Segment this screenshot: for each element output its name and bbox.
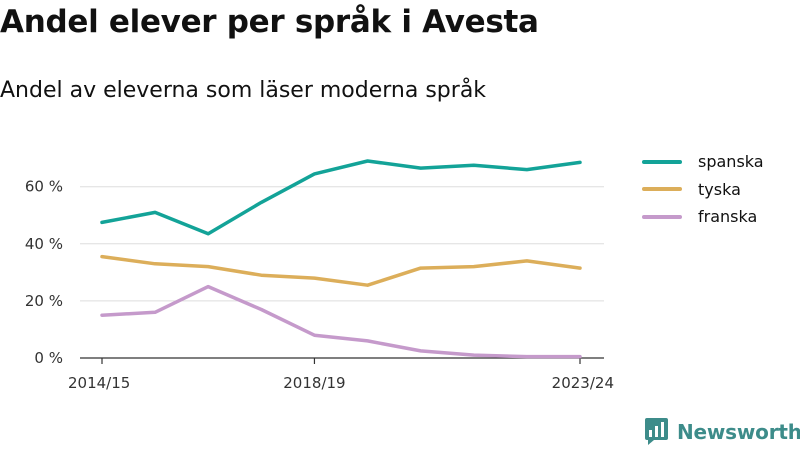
series-line-franska: [100, 284, 582, 359]
bar-chart-icon: [645, 418, 668, 445]
x-tick-label-2023/24: 2023/24: [552, 374, 614, 392]
legend-label-spanska: spanska: [698, 152, 764, 172]
x-tick-label-2018/19: 2018/19: [283, 374, 345, 392]
legend-swatch-tyska: [642, 187, 682, 192]
y-tick-label-60: 60 %: [25, 178, 63, 196]
legend-swatch-spanska: [642, 159, 682, 164]
y-tick-label-0: 0 %: [34, 349, 63, 367]
legend-label-tyska: tyska: [698, 179, 741, 199]
x-tick-label-2014/15: 2014/15: [68, 374, 130, 392]
series-line-tyska: [100, 254, 582, 287]
legend: spanska tyska franska: [642, 148, 764, 231]
legend-label-franska: franska: [698, 207, 758, 227]
y-tick-label-20: 20 %: [25, 292, 63, 310]
legend-swatch-franska: [642, 214, 682, 219]
legend-item-franska[interactable]: franska: [642, 203, 764, 231]
y-tick-label-40: 40 %: [25, 235, 63, 253]
newsworthy-logo[interactable]: Newsworthy: [645, 418, 800, 445]
legend-item-spanska[interactable]: spanska: [642, 148, 764, 176]
brand-name: Newsworthy: [677, 419, 800, 444]
chart-subtitle: Andel av eleverna som läser moderna språ…: [0, 78, 487, 103]
series-line-spanska: [100, 159, 582, 236]
legend-item-tyska[interactable]: tyska: [642, 176, 764, 204]
chart-title: Andel elever per språk i Avesta: [0, 4, 539, 40]
